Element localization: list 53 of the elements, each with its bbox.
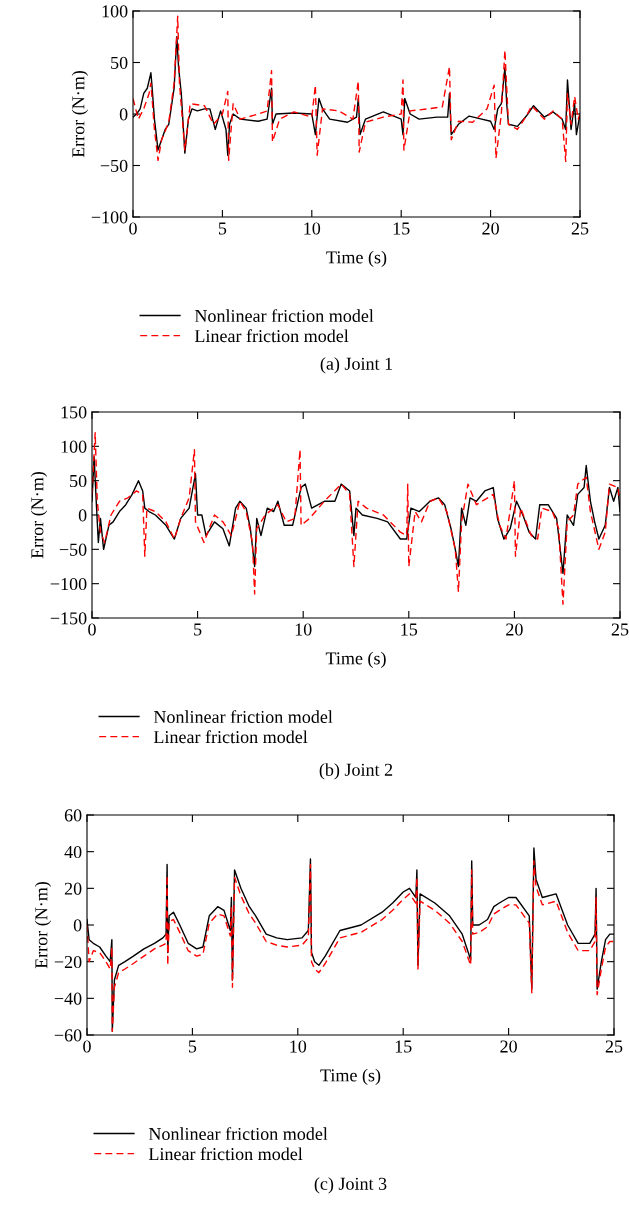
legend-label: Linear friction model bbox=[153, 730, 308, 744]
y-tick-label: 150 bbox=[61, 406, 87, 419]
x-tick-label: 5 bbox=[218, 222, 227, 235]
y-tick-label: −60 bbox=[54, 1029, 82, 1042]
x-tick-label: 5 bbox=[194, 623, 202, 636]
x-tick-label: 20 bbox=[500, 1040, 517, 1053]
x-tick-label: 25 bbox=[611, 623, 629, 636]
y-tick-label: 20 bbox=[64, 882, 82, 895]
y-tick-label: 100 bbox=[61, 440, 87, 453]
y-tick-label: −20 bbox=[54, 955, 82, 969]
x-tick-label: 25 bbox=[571, 222, 589, 235]
x-tick-label: 10 bbox=[295, 623, 312, 636]
x-tick-label: 20 bbox=[482, 222, 499, 235]
x-tick-label: 15 bbox=[393, 222, 410, 235]
x-tick-label: 15 bbox=[401, 623, 418, 636]
x-axis-title: Time (s) bbox=[320, 1068, 381, 1086]
text: (c) Joint 3 bbox=[314, 1177, 387, 1194]
legend-label: Linear friction model bbox=[148, 1147, 303, 1161]
x-axis-title: Time (s) bbox=[325, 651, 386, 669]
y-tick-label: 100 bbox=[102, 5, 128, 18]
y-tick-label: 40 bbox=[64, 845, 82, 859]
y-tick-label: −100 bbox=[91, 211, 128, 224]
y-tick-label: 0 bbox=[78, 509, 87, 522]
legend-label: Linear friction model bbox=[194, 329, 349, 343]
y-axis-title: Error (N·m) bbox=[71, 70, 89, 158]
x-tick-label: 15 bbox=[395, 1040, 412, 1053]
y-axis-title: Error (N·m) bbox=[30, 471, 48, 559]
y-tick-label: 0 bbox=[119, 108, 128, 121]
x-tick-label: 5 bbox=[188, 1040, 197, 1053]
y-tick-label: 0 bbox=[73, 919, 82, 932]
y-axis-title: Error (N·m) bbox=[34, 881, 52, 969]
legend-label: Nonlinear friction model bbox=[194, 309, 374, 323]
y-tick-label: 50 bbox=[111, 56, 128, 69]
x-tick-label: 10 bbox=[304, 222, 321, 235]
x-tick-label: 0 bbox=[129, 222, 137, 235]
y-tick-label: −100 bbox=[50, 577, 87, 591]
x-tick-label: 10 bbox=[290, 1040, 307, 1053]
y-tick-label: −50 bbox=[59, 543, 87, 556]
y-tick-label: −50 bbox=[100, 159, 128, 172]
y-tick-label: 60 bbox=[64, 809, 82, 822]
y-tick-label: −150 bbox=[50, 612, 87, 625]
x-tick-label: 0 bbox=[88, 623, 96, 636]
y-tick-label: −40 bbox=[54, 992, 82, 1005]
x-axis-title: Time (s) bbox=[326, 250, 387, 268]
y-tick-label: 50 bbox=[70, 474, 87, 488]
text: (b) Joint 2 bbox=[319, 763, 393, 780]
line-series bbox=[133, 15, 580, 163]
line-series bbox=[92, 431, 620, 605]
x-tick-label: 20 bbox=[506, 623, 523, 636]
legend-label: Nonlinear friction model bbox=[148, 1127, 328, 1141]
x-tick-label: 25 bbox=[605, 1040, 623, 1053]
legend-label: Nonlinear friction model bbox=[153, 710, 333, 724]
text: (a) Joint 1 bbox=[320, 357, 393, 374]
